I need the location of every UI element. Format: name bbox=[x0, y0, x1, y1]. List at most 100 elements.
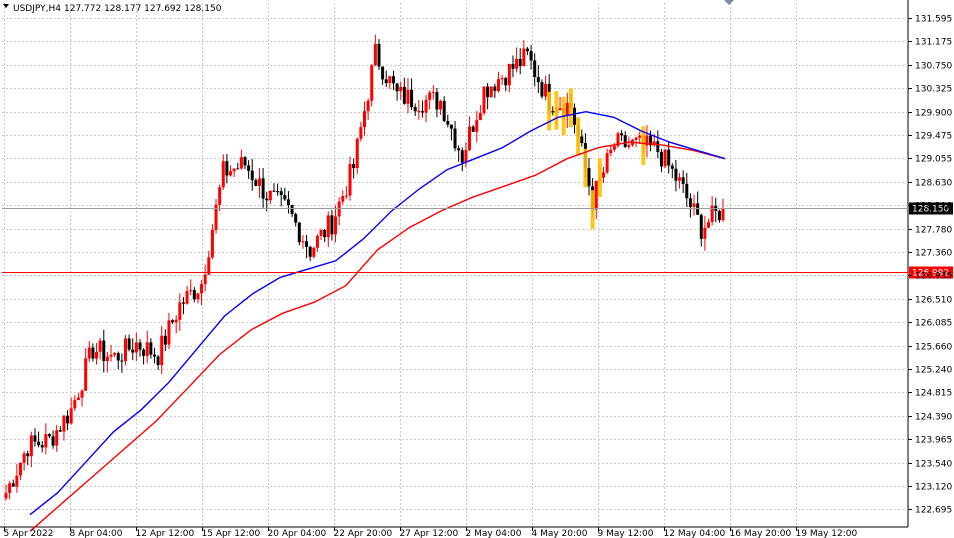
candle-body bbox=[638, 135, 642, 138]
symbol-label: USDJPY,H4 bbox=[13, 4, 61, 14]
candle-body bbox=[163, 335, 167, 345]
x-tick-label: 5 Apr 2022 bbox=[4, 529, 54, 538]
candle-body bbox=[283, 194, 287, 200]
current-price-label-bg bbox=[909, 202, 953, 215]
y-tick-label: 125.240 bbox=[915, 366, 952, 376]
candle-body bbox=[290, 204, 294, 215]
candle-body bbox=[272, 190, 276, 192]
candle-body bbox=[594, 180, 598, 210]
candle-body bbox=[496, 79, 500, 92]
candle-body bbox=[189, 290, 193, 292]
candle-body bbox=[482, 86, 486, 114]
price-levels: 126.992 128.150 bbox=[2, 202, 953, 279]
candle-body bbox=[214, 204, 218, 230]
candle-body bbox=[377, 43, 381, 67]
x-tick-label: 20 Apr 04:00 bbox=[268, 529, 327, 538]
candle-body bbox=[558, 108, 562, 111]
candle-body bbox=[688, 198, 692, 207]
candle-body bbox=[685, 183, 689, 199]
price-axis[interactable]: 131.595 131.175 130.750 130.325 129.900 129.4… bbox=[908, 15, 952, 516]
candle-body bbox=[265, 198, 269, 201]
candle-body bbox=[453, 128, 457, 149]
candle-body bbox=[51, 436, 55, 446]
candle-body bbox=[268, 190, 272, 201]
candle-body bbox=[533, 60, 537, 78]
candle-body bbox=[540, 82, 544, 97]
y-tick-label: 123.540 bbox=[915, 460, 952, 470]
candle-body bbox=[192, 290, 196, 300]
x-tick-label: 27 Apr 12:00 bbox=[400, 529, 459, 538]
x-tick-label: 8 Apr 04:00 bbox=[70, 529, 123, 538]
ma-fast-path bbox=[29, 110, 726, 516]
candle-body bbox=[381, 66, 385, 80]
candle-body bbox=[410, 89, 414, 108]
candle-body bbox=[399, 86, 403, 92]
candle-body bbox=[257, 178, 261, 186]
menu-triangle-icon[interactable] bbox=[3, 4, 9, 8]
current-price-label: 128.150 bbox=[912, 205, 949, 215]
candle-body bbox=[402, 86, 406, 104]
candle-body bbox=[142, 349, 146, 356]
y-tick-label: 131.175 bbox=[915, 38, 952, 48]
x-tick-label: 22 Apr 20:00 bbox=[334, 529, 393, 538]
candle-body bbox=[4, 492, 8, 499]
candle-body bbox=[721, 208, 725, 221]
candle-body bbox=[525, 48, 529, 52]
y-tick-label: 127.780 bbox=[915, 226, 952, 236]
candle-body bbox=[156, 356, 160, 366]
candle-body bbox=[98, 340, 102, 352]
candle-body bbox=[167, 320, 171, 345]
candle-body bbox=[471, 126, 475, 132]
scroll-marker-icon[interactable] bbox=[724, 0, 734, 5]
candle-body bbox=[305, 241, 309, 247]
candle-body bbox=[529, 51, 533, 61]
candle-body bbox=[236, 168, 240, 170]
candle-body bbox=[225, 161, 229, 176]
candle-body bbox=[181, 302, 185, 304]
candle-body bbox=[232, 168, 236, 172]
y-tick-label: 129.055 bbox=[915, 155, 952, 165]
candle-body bbox=[359, 127, 363, 139]
candle-body bbox=[102, 340, 106, 361]
candle-body bbox=[8, 483, 12, 493]
candle-body bbox=[323, 230, 327, 238]
candle-body bbox=[294, 214, 298, 223]
candle-body bbox=[681, 177, 685, 184]
x-tick-label: 12 Apr 12:00 bbox=[136, 529, 195, 538]
y-tick-label: 128.630 bbox=[915, 179, 952, 189]
candle-body bbox=[515, 58, 519, 69]
candle-body bbox=[627, 144, 631, 147]
candle-body bbox=[312, 247, 316, 257]
candle-body bbox=[587, 168, 591, 187]
candle-body bbox=[109, 354, 113, 357]
candle-body bbox=[319, 230, 323, 236]
candle-body bbox=[504, 77, 508, 86]
y-tick-label: 123.965 bbox=[915, 436, 952, 446]
candle-body bbox=[326, 215, 330, 238]
candle-body bbox=[15, 475, 19, 487]
y-tick-label: 122.695 bbox=[915, 506, 952, 516]
candle-body bbox=[131, 349, 135, 353]
candle-body bbox=[120, 360, 124, 362]
candle-body bbox=[623, 135, 627, 147]
candle-body bbox=[663, 149, 667, 167]
y-tick-label: 129.900 bbox=[915, 109, 952, 119]
candle-body bbox=[37, 441, 41, 446]
x-tick-label: 19 May 12:00 bbox=[796, 529, 858, 538]
candle-body bbox=[337, 201, 341, 217]
candle-body bbox=[428, 92, 432, 100]
time-axis[interactable]: 5 Apr 2022 8 Apr 04:00 12 Apr 12:00 15 Apr … bbox=[4, 527, 858, 538]
highlight-candle bbox=[568, 88, 573, 128]
candle-body bbox=[84, 358, 88, 391]
y-tick-label: 126.935 bbox=[915, 272, 952, 282]
candle-body bbox=[391, 76, 395, 84]
candle-body bbox=[384, 79, 388, 84]
candle-body bbox=[127, 338, 131, 350]
candle-body bbox=[605, 153, 609, 173]
y-tick-label: 130.750 bbox=[915, 62, 952, 72]
candle-body bbox=[493, 86, 497, 92]
ohlc-readout: 127.772 128.177 127.692 128.150 bbox=[64, 4, 222, 14]
grid-lines bbox=[0, 0, 909, 528]
candle-body bbox=[171, 320, 175, 323]
